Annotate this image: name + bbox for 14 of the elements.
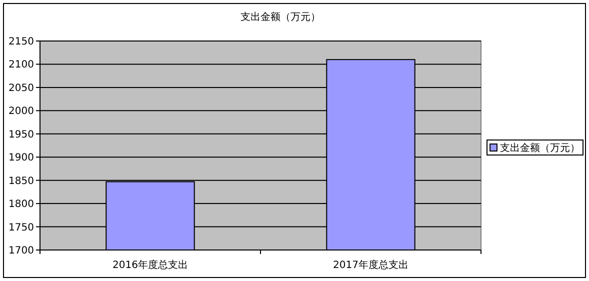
y-tick-label: 2050 <box>8 82 34 94</box>
y-tick-label: 2150 <box>8 36 34 48</box>
y-tick-label: 1800 <box>8 199 34 210</box>
y-tick-label: 1700 <box>8 246 34 256</box>
y-tick-label: 1950 <box>8 129 34 140</box>
legend-label: 支出金额（万元） <box>500 142 580 154</box>
x-tick-label: 2016年度总支出 <box>112 259 188 271</box>
chart-title: 支出金额（万元） <box>240 11 320 23</box>
y-tick-label: 2100 <box>8 60 34 71</box>
x-tick-label: 2017年度总支出 <box>333 259 408 271</box>
y-tick-label: 2000 <box>8 106 34 118</box>
y-tick-label: 1900 <box>8 152 34 164</box>
y-tick-label: 1850 <box>8 176 34 187</box>
y-tick-label: 1750 <box>8 222 34 234</box>
